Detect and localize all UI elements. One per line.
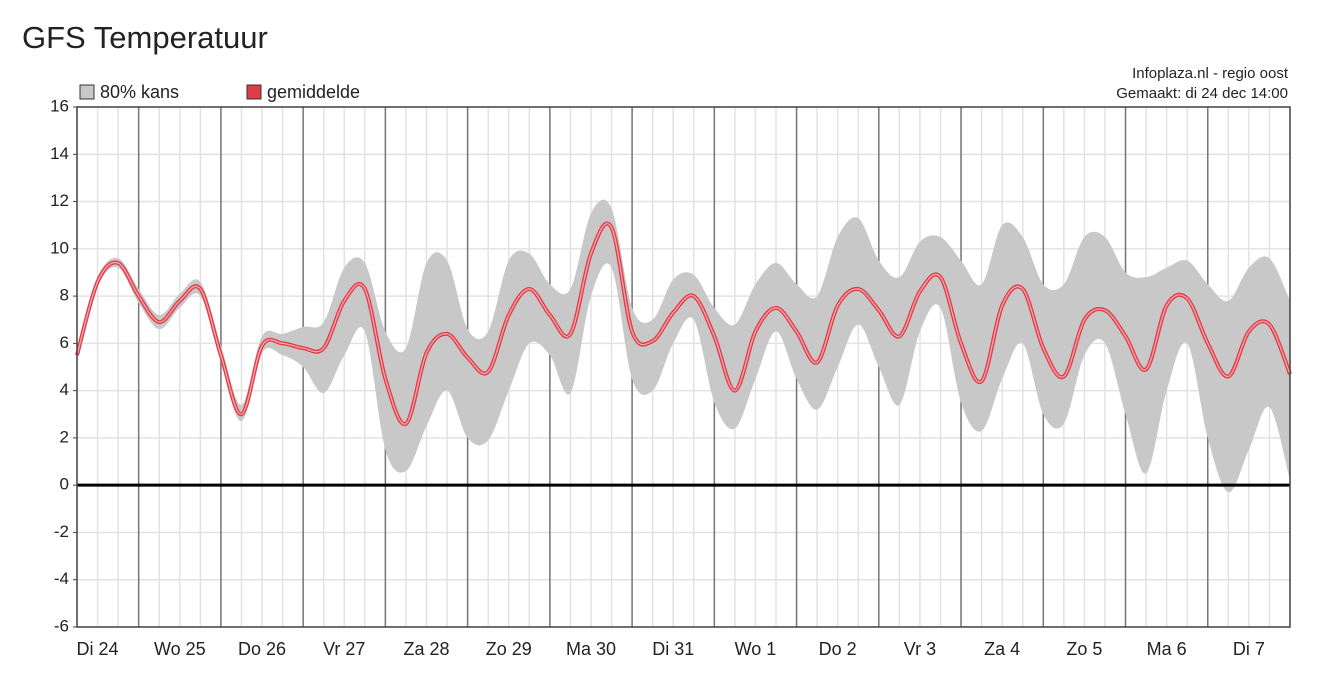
x-tick-label: Za 28 — [403, 639, 449, 659]
made-note: Gemaakt: di 24 dec 14:00 — [1116, 85, 1288, 102]
y-tick-label: 6 — [60, 333, 69, 352]
y-tick-label: 14 — [50, 144, 69, 163]
source-note: Infoplaza.nl - regio oost — [1132, 65, 1289, 82]
legend-label: gemiddelde — [267, 82, 360, 102]
legend-swatch — [246, 84, 262, 100]
x-tick-label: Wo 25 — [154, 639, 206, 659]
legend-label: 80% kans — [100, 82, 179, 102]
legend-swatch — [79, 84, 95, 100]
x-tick-label: Do 26 — [238, 639, 286, 659]
x-tick-label: Vr 27 — [323, 639, 365, 659]
x-tick-label: Ma 30 — [566, 639, 616, 659]
y-tick-label: 8 — [60, 286, 69, 305]
x-tick-label: Za 4 — [984, 639, 1020, 659]
y-tick-label: 16 — [50, 96, 69, 115]
y-tick-label: 12 — [50, 191, 69, 210]
x-tick-label: Vr 3 — [904, 639, 936, 659]
y-tick-label: 10 — [50, 238, 69, 257]
y-tick-label: -6 — [54, 616, 69, 635]
plot-frame — [76, 106, 1291, 628]
mean-line-highlight — [76, 223, 1291, 425]
x-tick-label: Di 24 — [77, 639, 119, 659]
y-tick-label: 4 — [60, 380, 69, 399]
x-tick-label: Zo 5 — [1066, 639, 1102, 659]
band-area — [77, 199, 1290, 493]
x-tick-label: Ma 6 — [1147, 639, 1187, 659]
x-tick-label: Di 7 — [1233, 639, 1265, 659]
x-tick-label: Di 31 — [652, 639, 694, 659]
y-tick-label: 2 — [60, 427, 69, 446]
page-title: GFS Temperatuur — [22, 20, 268, 55]
x-tick-label: Do 2 — [819, 639, 857, 659]
x-tick-label: Zo 29 — [486, 639, 532, 659]
x-tick-label: Wo 1 — [735, 639, 777, 659]
y-tick-label: -2 — [54, 522, 69, 541]
y-tick-label: -4 — [54, 569, 69, 588]
y-tick-label: 0 — [60, 475, 69, 494]
